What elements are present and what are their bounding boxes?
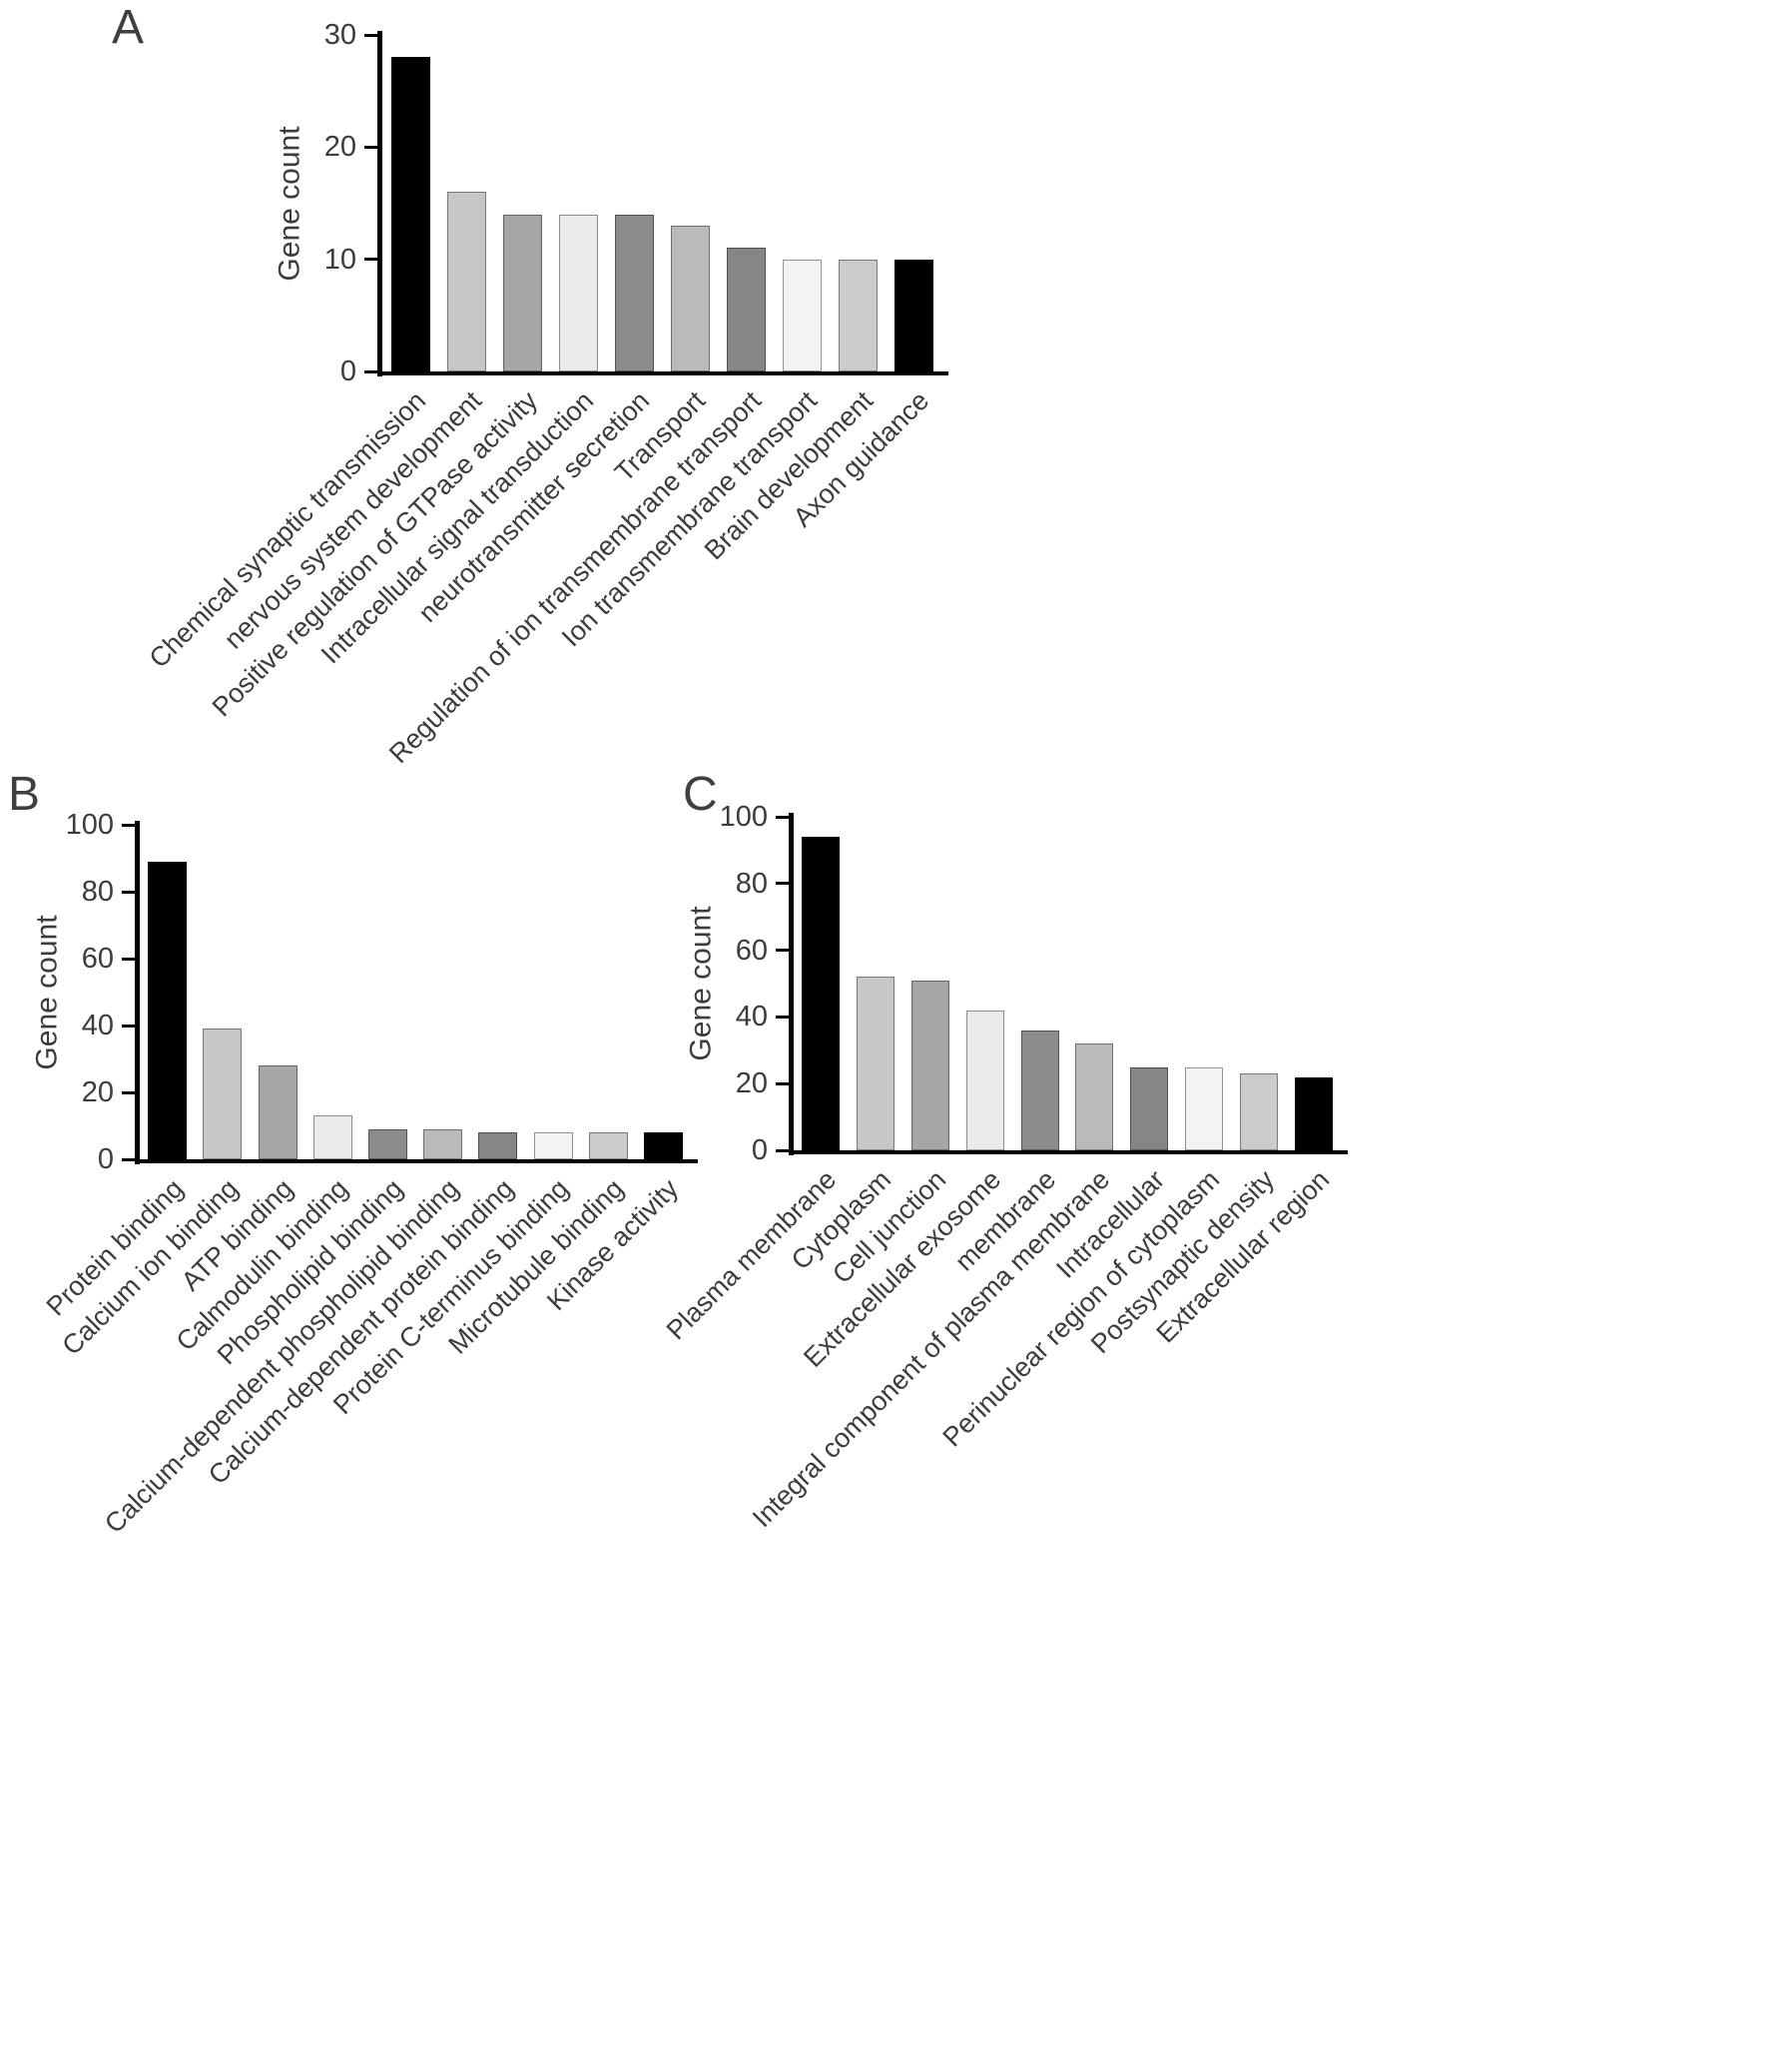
y-tick bbox=[122, 890, 135, 894]
y-tick-label: 0 bbox=[751, 1134, 768, 1166]
panel-label-c: C bbox=[683, 768, 718, 821]
y-tick-label: 80 bbox=[81, 876, 114, 908]
bar bbox=[1075, 1043, 1114, 1150]
y-tick-label: 60 bbox=[735, 934, 768, 967]
y-tick bbox=[364, 33, 377, 37]
y-tick bbox=[364, 258, 377, 262]
bar bbox=[588, 1132, 628, 1159]
y-tick-label: 0 bbox=[339, 355, 356, 387]
bar-chart-panel-a: 0 10 20 30 Gene count Chemical synaptic trans… bbox=[144, 20, 948, 769]
bar bbox=[670, 225, 710, 371]
x-axis bbox=[377, 371, 948, 375]
y-tick bbox=[776, 1081, 789, 1085]
y-tick bbox=[122, 823, 135, 827]
y-tick-label: 10 bbox=[323, 243, 356, 276]
bar-chart-panel-c: 0 20 40 60 80 100 Gene count Plasma membrane Cyt… bbox=[661, 802, 1348, 1533]
y-tick bbox=[364, 145, 377, 149]
bar bbox=[203, 1029, 243, 1159]
bar bbox=[838, 259, 878, 371]
y-tick-label: 80 bbox=[735, 867, 768, 900]
y-tick-label: 40 bbox=[735, 1001, 768, 1033]
y-axis bbox=[135, 821, 140, 1164]
y-tick-label: 0 bbox=[97, 1143, 114, 1175]
y-axis bbox=[377, 31, 382, 376]
y-tick bbox=[364, 369, 377, 373]
y-axis-title: Gene count bbox=[685, 906, 718, 1061]
bar bbox=[423, 1128, 463, 1159]
y-tick-label: 100 bbox=[65, 809, 114, 841]
panel-label-a: A bbox=[112, 1, 145, 54]
bar bbox=[857, 977, 896, 1150]
panel-label-b: B bbox=[8, 768, 41, 821]
x-axis bbox=[135, 1159, 698, 1163]
bar bbox=[1020, 1030, 1059, 1150]
y-axis-title-wrap: Gene count bbox=[680, 817, 724, 1150]
bar bbox=[1239, 1073, 1278, 1150]
y-tick bbox=[122, 957, 135, 961]
bar bbox=[558, 214, 598, 371]
bar bbox=[911, 980, 949, 1150]
bar bbox=[802, 837, 841, 1150]
y-axis-title-wrap: Gene count bbox=[269, 35, 312, 371]
y-tick-label: 20 bbox=[323, 131, 356, 164]
y-tick-label: 20 bbox=[735, 1067, 768, 1100]
y-tick bbox=[122, 1157, 135, 1161]
bar bbox=[894, 259, 933, 371]
bar bbox=[478, 1132, 518, 1159]
bar bbox=[390, 57, 430, 371]
x-axis bbox=[789, 1150, 1348, 1154]
bar bbox=[643, 1132, 683, 1159]
bar bbox=[726, 248, 766, 371]
bar bbox=[533, 1132, 573, 1159]
y-axis-title-wrap: Gene count bbox=[26, 825, 70, 1159]
y-tick bbox=[776, 1015, 789, 1019]
y-tick-label: 60 bbox=[81, 943, 114, 975]
y-tick-label: 20 bbox=[81, 1076, 114, 1108]
y-tick bbox=[776, 1148, 789, 1152]
y-axis bbox=[789, 813, 794, 1155]
bar bbox=[502, 214, 542, 371]
bar bbox=[312, 1115, 352, 1159]
bar bbox=[1294, 1076, 1333, 1150]
y-axis-title: Gene count bbox=[31, 914, 64, 1070]
bar bbox=[614, 214, 654, 371]
bar-chart-panel-b: 0 20 40 60 80 100 Gene count Protein binding Cal… bbox=[31, 810, 698, 1539]
bar bbox=[1130, 1066, 1169, 1150]
bar bbox=[1185, 1066, 1223, 1150]
y-tick bbox=[122, 1090, 135, 1094]
y-tick bbox=[776, 949, 789, 953]
y-tick bbox=[776, 815, 789, 819]
y-tick-label: 30 bbox=[323, 19, 356, 51]
bar bbox=[446, 192, 486, 371]
bar bbox=[148, 861, 188, 1159]
bar bbox=[258, 1065, 298, 1159]
y-tick bbox=[122, 1024, 135, 1028]
y-axis-title: Gene count bbox=[274, 125, 306, 282]
bar bbox=[965, 1010, 1004, 1150]
bar bbox=[367, 1128, 407, 1159]
y-tick-label: 100 bbox=[719, 801, 768, 833]
y-tick bbox=[776, 882, 789, 886]
bar bbox=[782, 259, 822, 371]
y-tick-label: 40 bbox=[81, 1010, 114, 1041]
